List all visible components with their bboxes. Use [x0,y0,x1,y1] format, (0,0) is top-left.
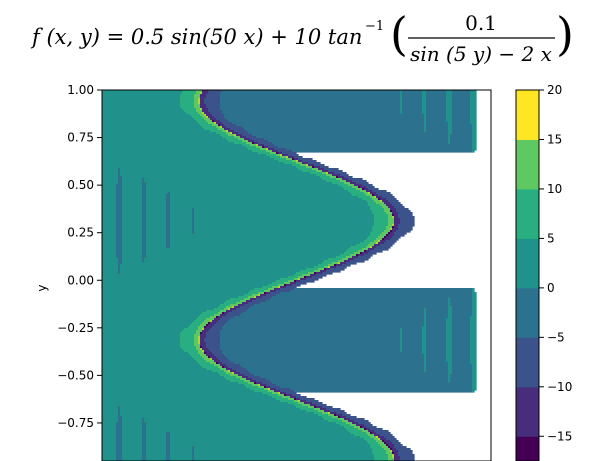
colorbar-tick-label: −15 [547,429,572,443]
colorbar-tick-label: 20 [547,83,562,97]
colorbar-frame [515,89,540,461]
colorbar-segment [516,436,539,461]
y-axis: 1.00 0.75 0.50 0.25 0.00 −0.25 −0.50 −0.75 [57,83,102,430]
colorbar-segment [516,287,539,338]
colorbar-tick-label: 15 [547,132,562,146]
y-tick-label: 0.25 [67,226,94,240]
title-superscript: −1 [365,19,384,34]
colorbar-segment [516,139,539,190]
colorbar-segment [516,188,539,239]
y-axis-label: y [35,284,49,291]
title-numerator: 0.1 [465,11,497,35]
colorbar-tick-label: 10 [547,182,562,196]
title-lhs: f (x, y) = 0.5 sin(50 x) + 10 tan [30,25,362,49]
y-tick-label: −0.75 [57,416,94,430]
colorbar-tick-label: −5 [547,330,565,344]
colorbar-tick-label: −10 [547,380,572,394]
title-denominator: sin (5 y) − 2 x [410,42,552,66]
colorbar-segment [516,337,539,388]
y-tick-label: −0.50 [57,368,94,382]
colorbar-segment [516,386,539,437]
colorbar-segment [516,238,539,289]
colorbar-tick-label: 5 [547,231,555,245]
colorbar: 20 15 10 5 0 −5 −10 −15 [515,83,572,461]
y-tick-label: −0.25 [57,321,94,335]
y-tick-label: 0.00 [67,273,94,287]
contour-field [102,90,477,461]
y-tick-label: 1.00 [67,83,94,97]
colorbar-tick-label: 0 [547,281,555,295]
chart-title: f (x, y) = 0.5 sin(50 x) + 10 tan −1 ( 0… [30,7,574,66]
left-paren: ( [390,7,408,61]
y-tick-label: 0.50 [67,178,94,192]
colorbar-segment [516,90,539,140]
plot-frame [101,89,492,461]
y-tick-label: 0.75 [67,131,94,145]
right-paren: ) [556,7,574,61]
